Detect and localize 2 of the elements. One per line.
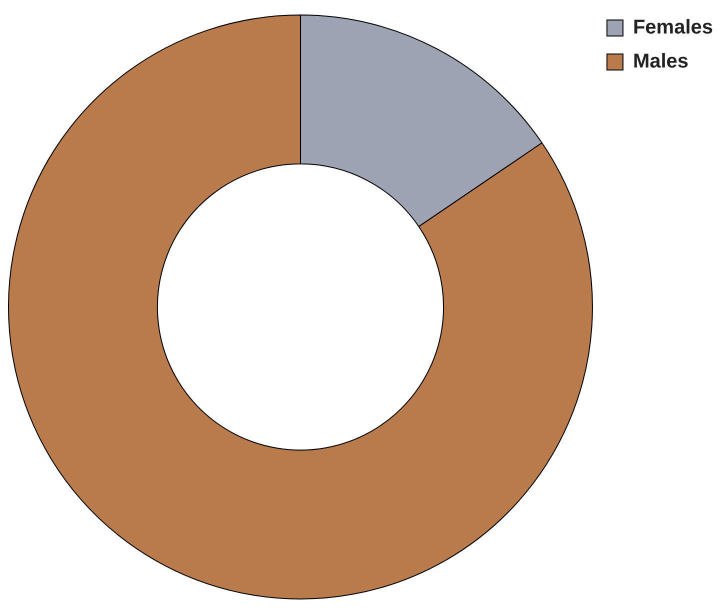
legend-label: Females <box>632 16 714 39</box>
legend-label: Males <box>632 50 689 73</box>
